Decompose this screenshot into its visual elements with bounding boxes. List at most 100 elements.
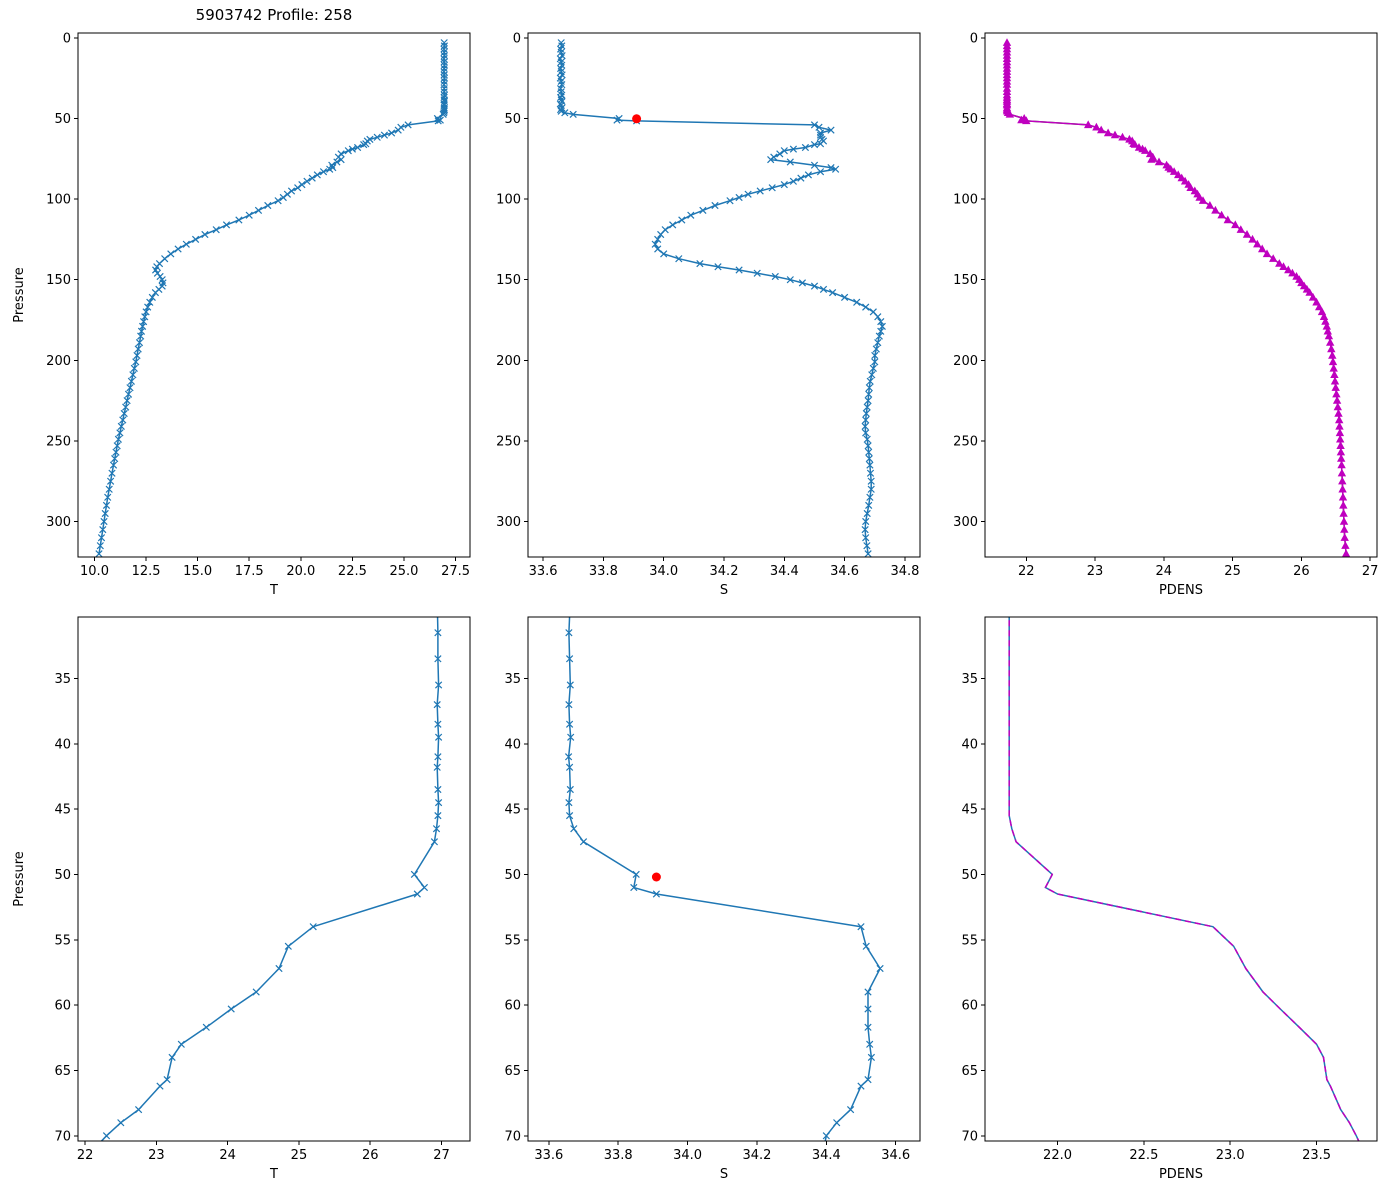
svg-text:250: 250 — [953, 434, 978, 449]
subplot-t-deep: 10.0 12.5 15.0 17.5 20.0 22.5 25.0 27.5 0 50 100 15… — [12, 31, 471, 598]
svg-text:34.2: 34.2 — [710, 564, 739, 579]
svg-text:0: 0 — [513, 31, 521, 46]
svg-text:26: 26 — [362, 1148, 379, 1163]
t-deep-series-0-x-markers — [95, 39, 449, 557]
svg-text:10.0: 10.0 — [80, 564, 109, 579]
svg-text:S: S — [720, 1167, 728, 1182]
svg-text:55: 55 — [504, 933, 521, 948]
svg-text:300: 300 — [46, 515, 71, 530]
svg-text:22: 22 — [77, 1148, 94, 1163]
svg-text:65: 65 — [961, 1064, 978, 1079]
svg-text:33.8: 33.8 — [589, 564, 618, 579]
svg-text:23.0: 23.0 — [1216, 1148, 1245, 1163]
svg-text:PDENS: PDENS — [1159, 1167, 1203, 1182]
svg-text:PDENS: PDENS — [1159, 583, 1203, 598]
subplot-t-zoom: 22 23 24 25 26 27 35 40 45 50 55 60 65 70 T Pressure — [12, 616, 471, 1182]
svg-text:34.6: 34.6 — [830, 564, 859, 579]
s-zoom-series-0-x-markers — [564, 629, 884, 1140]
axes-frame-s-zoom — [527, 616, 921, 1142]
svg-text:17.5: 17.5 — [235, 564, 264, 579]
svg-text:65: 65 — [54, 1064, 71, 1079]
svg-text:50: 50 — [54, 868, 71, 883]
svg-text:200: 200 — [46, 354, 71, 369]
svg-text:70: 70 — [504, 1129, 521, 1144]
pdens-deep-series-1-line — [1006, 42, 1347, 554]
svg-text:26: 26 — [1293, 564, 1310, 579]
pdens-deep-series-1-triangle-markers — [1002, 38, 1351, 557]
svg-text:45: 45 — [504, 803, 521, 818]
svg-text:22.5: 22.5 — [1129, 1148, 1158, 1163]
subplot-s-zoom: 33.6 33.8 34.0 34.2 34.4 34.6 35 40 45 50 55 60 65 70… — [504, 616, 921, 1182]
svg-text:40: 40 — [504, 737, 521, 752]
svg-text:23: 23 — [148, 1148, 165, 1163]
svg-text:24: 24 — [219, 1148, 236, 1163]
subplot-pdens-zoom: 22.0 22.5 23.0 23.5 35 40 45 50 55 60 65 70 PDENS — [961, 616, 1378, 1182]
flagged-point-marker — [632, 114, 642, 124]
plot-area-s-deep — [556, 39, 886, 557]
svg-text:35: 35 — [961, 672, 978, 687]
svg-text:24: 24 — [1156, 564, 1173, 579]
svg-text:35: 35 — [54, 672, 71, 687]
svg-text:200: 200 — [953, 354, 978, 369]
svg-text:33.6: 33.6 — [529, 564, 558, 579]
svg-text:150: 150 — [496, 273, 521, 288]
svg-text:23.5: 23.5 — [1302, 1148, 1331, 1163]
svg-text:12.5: 12.5 — [132, 564, 161, 579]
subplot-s-deep: 33.6 33.8 34.0 34.2 34.4 34.6 34.8 0 50 100 150 200… — [496, 31, 921, 598]
svg-text:22.5: 22.5 — [338, 564, 367, 579]
svg-text:25: 25 — [291, 1148, 308, 1163]
svg-text:15.0: 15.0 — [183, 564, 212, 579]
pdens-deep-series-0-line — [1006, 42, 1347, 554]
svg-text:23: 23 — [1087, 564, 1104, 579]
t-zoom-series-0-line — [100, 617, 440, 1141]
svg-text:70: 70 — [54, 1129, 71, 1144]
svg-text:0: 0 — [63, 31, 71, 46]
svg-text:34.4: 34.4 — [812, 1148, 841, 1163]
svg-text:300: 300 — [496, 515, 521, 530]
pdens-zoom-series-1-line — [1008, 617, 1360, 1141]
svg-text:60: 60 — [504, 999, 521, 1014]
svg-text:50: 50 — [504, 868, 521, 883]
plot-area-s-zoom — [564, 617, 884, 1141]
svg-text:100: 100 — [953, 193, 978, 208]
t-zoom-series-0-x-markers — [102, 629, 443, 1140]
svg-text:Pressure: Pressure — [12, 851, 27, 907]
plot-area-t-zoom — [100, 617, 443, 1141]
axes-frame-t-zoom — [77, 616, 471, 1142]
plot-area-pdens-deep — [1002, 38, 1351, 557]
svg-text:35: 35 — [504, 672, 521, 687]
svg-text:27: 27 — [433, 1148, 450, 1163]
figure-title: 5903742 Profile: 258 — [195, 6, 353, 24]
svg-text:45: 45 — [54, 803, 71, 818]
axes-frame-pdens-zoom — [984, 616, 1378, 1142]
svg-text:T: T — [269, 583, 278, 598]
svg-text:100: 100 — [496, 193, 521, 208]
svg-text:45: 45 — [961, 803, 978, 818]
subplot-pdens-deep: 22 23 24 25 26 27 0 50 100 150 200 250 300 PDENS — [953, 31, 1378, 598]
svg-text:27: 27 — [1362, 564, 1379, 579]
svg-text:0: 0 — [970, 31, 978, 46]
svg-text:250: 250 — [496, 434, 521, 449]
axes-frame-t-deep — [77, 32, 471, 558]
svg-text:65: 65 — [504, 1064, 521, 1079]
svg-text:20.0: 20.0 — [286, 564, 315, 579]
s-deep-series-0-line — [559, 42, 884, 554]
axes-frame-s-deep — [527, 32, 921, 558]
svg-text:T: T — [269, 1167, 278, 1182]
svg-text:25: 25 — [1224, 564, 1241, 579]
svg-text:300: 300 — [953, 515, 978, 530]
svg-text:150: 150 — [953, 273, 978, 288]
svg-text:34.6: 34.6 — [881, 1148, 910, 1163]
svg-text:40: 40 — [961, 737, 978, 752]
s-deep-series-0-x-markers — [556, 39, 886, 557]
svg-text:22: 22 — [1018, 564, 1035, 579]
svg-text:34.0: 34.0 — [649, 564, 678, 579]
svg-text:34.2: 34.2 — [742, 1148, 771, 1163]
svg-text:60: 60 — [54, 999, 71, 1014]
pdens-zoom-series-0-line — [1008, 617, 1360, 1141]
svg-text:70: 70 — [961, 1129, 978, 1144]
svg-text:34.0: 34.0 — [673, 1148, 702, 1163]
svg-text:50: 50 — [54, 112, 71, 127]
